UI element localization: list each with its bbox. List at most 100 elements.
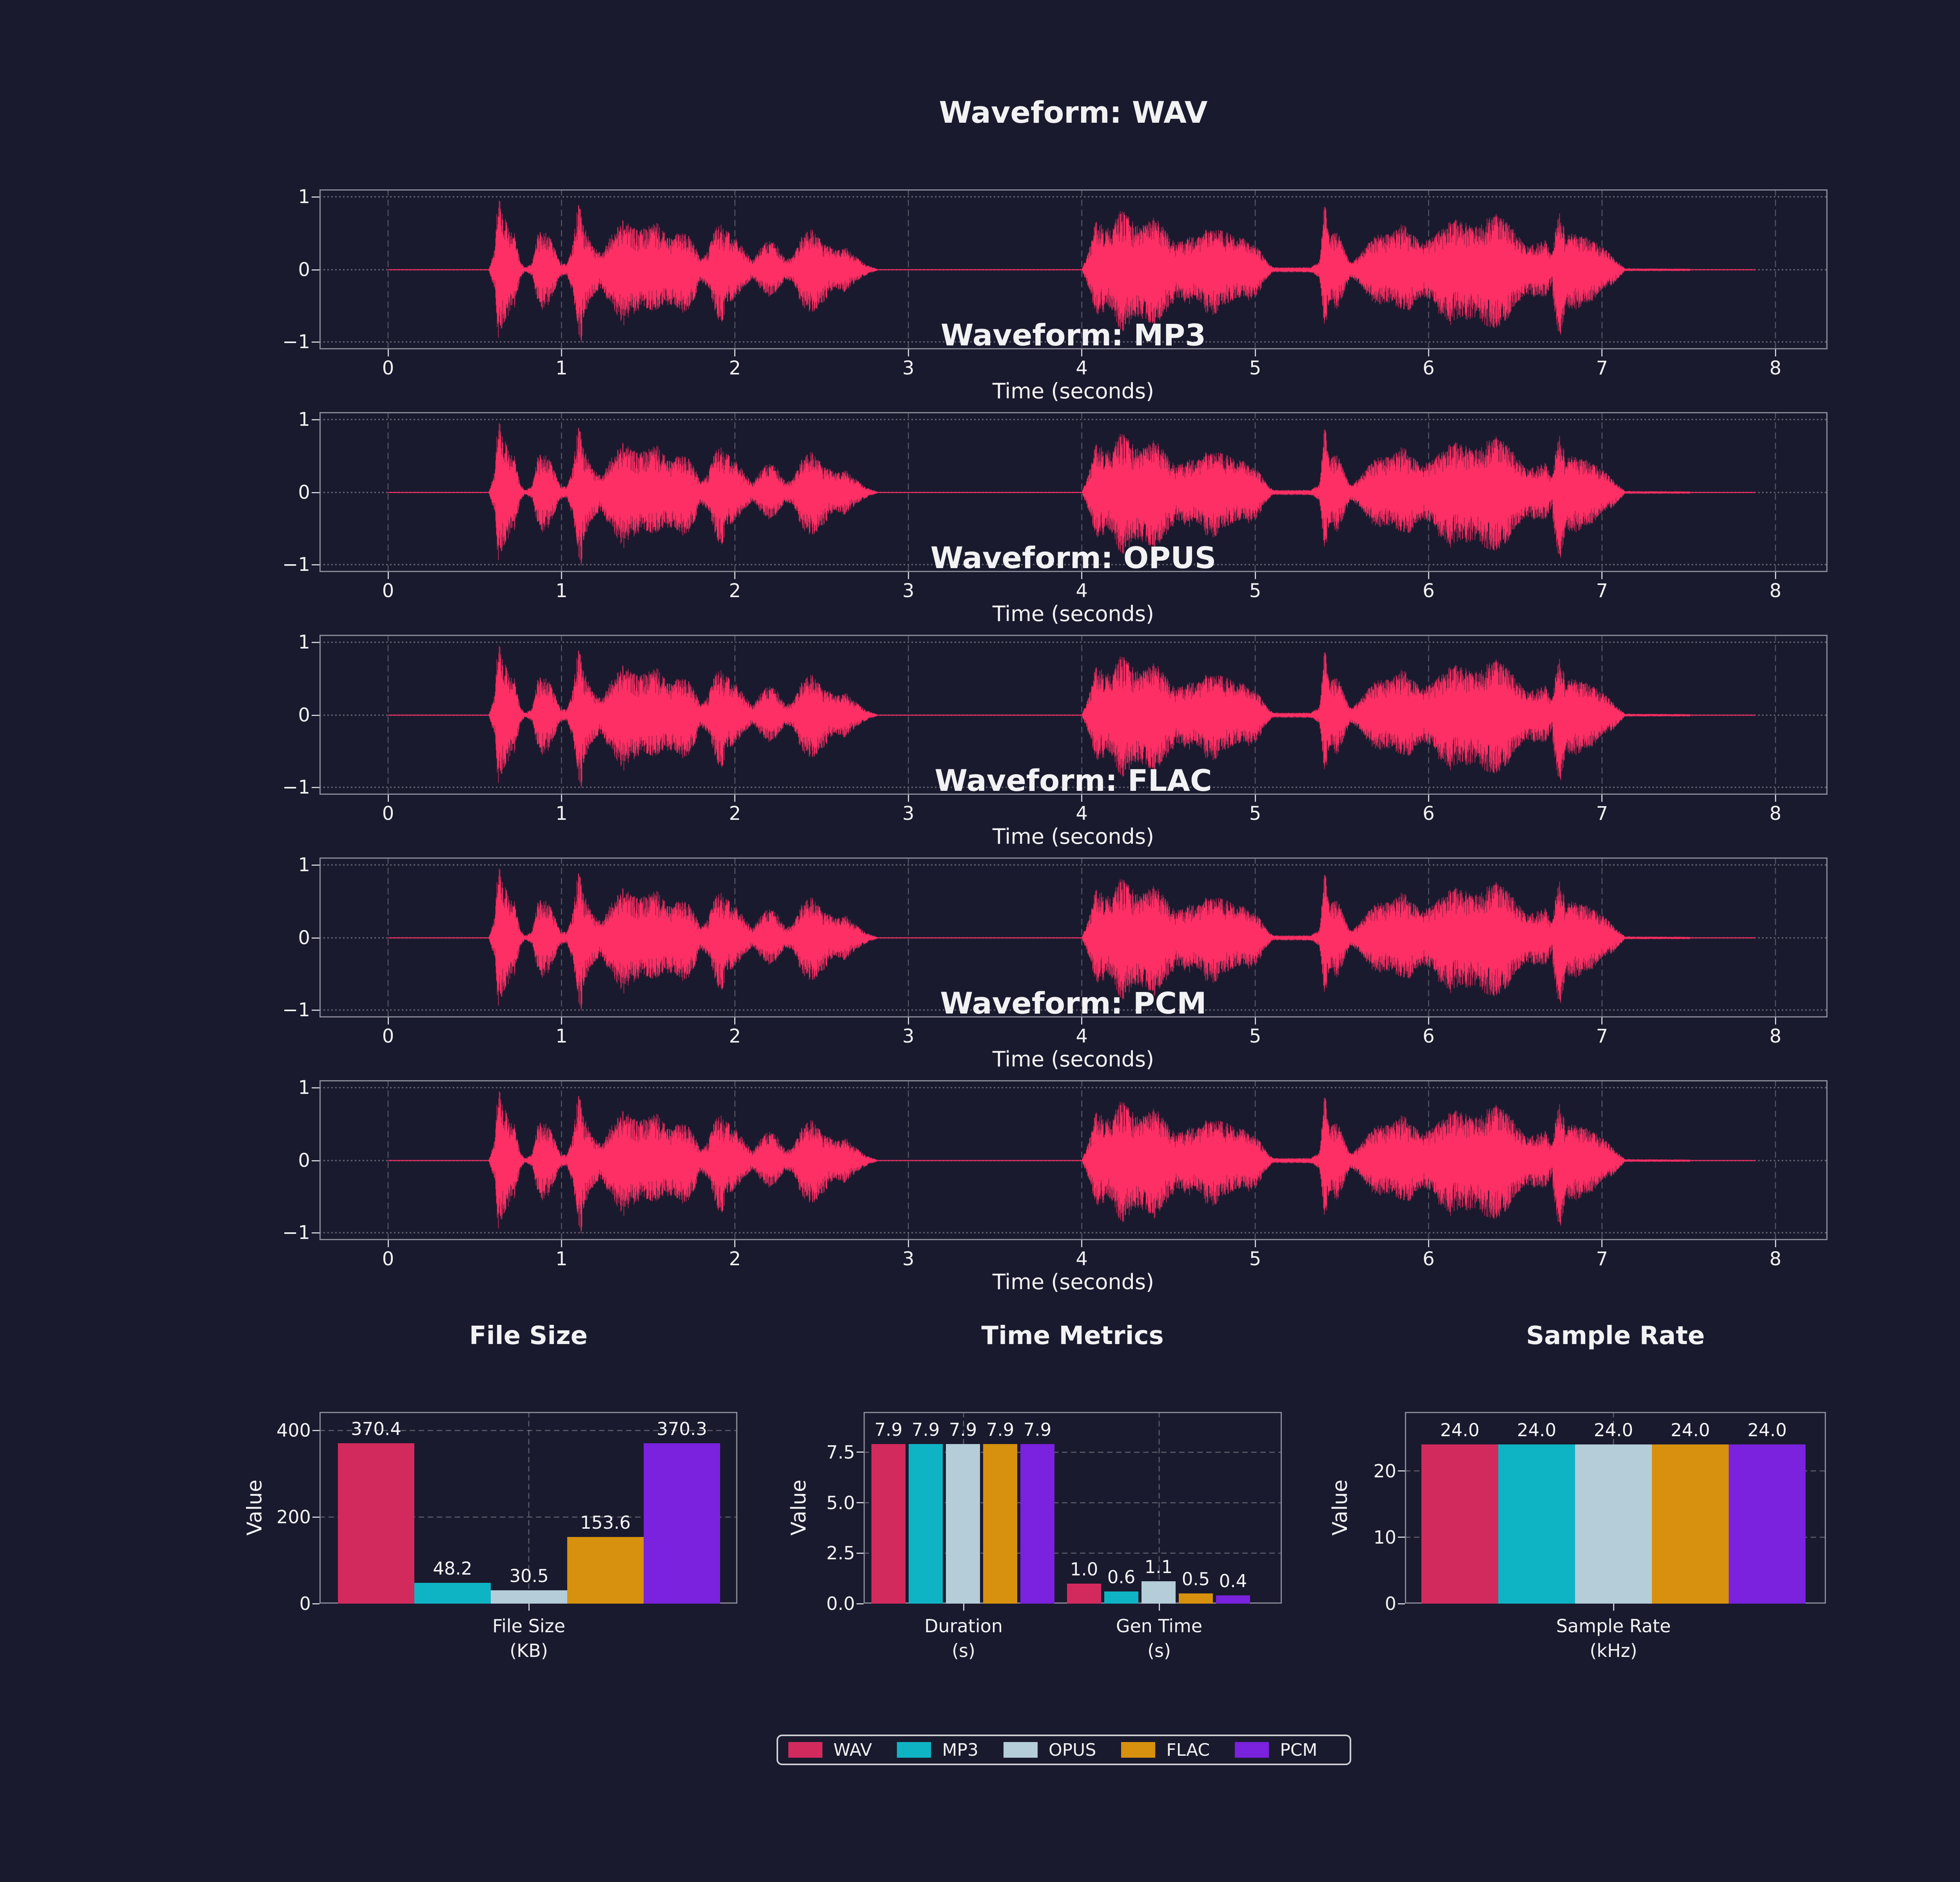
x-tick-label: 0 — [382, 580, 394, 602]
x-tick-label: 6 — [1423, 1248, 1435, 1270]
x-tick-label: 8 — [1769, 1025, 1782, 1047]
x-tick-label: 1 — [555, 580, 568, 602]
x-tick-mark — [387, 1240, 389, 1247]
x-axis-label: Time (seconds) — [992, 1270, 1154, 1294]
y-tick-label: −1 — [282, 776, 310, 798]
x-tick-label: 0 — [382, 803, 394, 825]
x-tick-mark — [1775, 572, 1776, 579]
x-tick-label: Gen Time — [1116, 1615, 1203, 1637]
x-tick-label: 4 — [1076, 357, 1088, 379]
y-tick-label: −1 — [282, 554, 310, 576]
y-tick-mark — [1398, 1603, 1405, 1604]
x-tick-mark — [1428, 572, 1429, 579]
x-tick-mark — [907, 572, 909, 579]
x-tick-mark — [1081, 1240, 1083, 1247]
x-tick-mark — [1254, 349, 1256, 356]
y-axis-label: Value — [243, 1479, 267, 1536]
x-tick-mark — [1254, 1017, 1256, 1025]
x-tick-mark — [907, 1240, 909, 1247]
bar-value-label: 7.9 — [911, 1419, 940, 1441]
y-tick-label: 20 — [1373, 1460, 1396, 1482]
y-tick-label: 1 — [298, 1077, 310, 1099]
y-tick-mark — [312, 787, 319, 788]
x-tick-label: 7 — [1596, 1025, 1608, 1047]
x-tick-label: 3 — [902, 803, 915, 825]
legend-label: OPUS — [1048, 1740, 1096, 1760]
waveform-title-wav: Waveform: WAV — [939, 95, 1208, 130]
x-axis-label: Time (seconds) — [992, 601, 1154, 626]
x-tick-mark — [1775, 1240, 1776, 1247]
bar-value-label: 7.9 — [986, 1419, 1014, 1441]
y-tick-mark — [312, 564, 319, 565]
y-tick-label: 10 — [1373, 1526, 1396, 1548]
y-tick-label: 2.5 — [826, 1542, 855, 1564]
mp3-color-swatch — [897, 1742, 931, 1758]
x-tick-mark — [561, 349, 562, 356]
x-tick-mark — [1428, 795, 1429, 802]
y-tick-label: 200 — [276, 1506, 311, 1528]
x-tick-mark — [1081, 795, 1083, 802]
x-tick-label: 2 — [729, 1248, 741, 1270]
y-tick-mark — [857, 1552, 864, 1554]
y-tick-mark — [312, 937, 319, 939]
bar-value-label: 48.2 — [433, 1558, 472, 1579]
bar-wav — [1067, 1583, 1101, 1604]
bar-value-label: 1.1 — [1144, 1557, 1173, 1578]
x-tick-mark — [1254, 795, 1256, 802]
y-tick-mark — [312, 341, 319, 343]
opus-color-swatch — [1003, 1742, 1038, 1758]
x-tick-label: 5 — [1249, 803, 1261, 825]
legend-label: WAV — [833, 1740, 872, 1760]
y-tick-mark — [857, 1451, 864, 1453]
y-tick-label: 0 — [298, 1150, 310, 1172]
waveform-title-flac: Waveform: FLAC — [935, 763, 1212, 798]
bar-value-label: 7.9 — [874, 1419, 903, 1441]
bar-opus — [1142, 1581, 1176, 1604]
x-tick-label: 4 — [1076, 1248, 1088, 1270]
x-tick-mark — [963, 1604, 964, 1611]
x-tick-mark — [1158, 1604, 1160, 1611]
legend-item-mp3: MP3 — [897, 1740, 978, 1760]
y-tick-label: 0 — [298, 259, 310, 281]
x-tick-label: 6 — [1423, 803, 1435, 825]
y-tick-label: 1 — [298, 854, 310, 876]
bar-flac — [567, 1537, 644, 1604]
waveform-title-pcm: Waveform: PCM — [940, 986, 1207, 1021]
y-tick-label: −1 — [282, 999, 310, 1021]
y-tick-mark — [312, 1009, 319, 1011]
x-tick-label: 3 — [902, 1248, 915, 1270]
x-tick-label: 3 — [902, 357, 915, 379]
x-tick-label: Sample Rate — [1556, 1615, 1671, 1637]
x-tick-mark — [528, 1604, 530, 1611]
bar-value-label: 153.6 — [580, 1512, 631, 1533]
x-axis-label: Time (seconds) — [992, 1047, 1154, 1072]
bar-value-label: 0.5 — [1181, 1569, 1210, 1590]
waveform-title-mp3: Waveform: MP3 — [940, 318, 1206, 352]
bar-value-label: 30.5 — [509, 1566, 549, 1587]
y-tick-label: 0 — [298, 927, 310, 949]
x-tick-label: 7 — [1596, 803, 1608, 825]
wav-color-swatch — [788, 1742, 822, 1758]
x-tick-mark — [1081, 572, 1083, 579]
x-tick-mark — [734, 349, 736, 356]
bar-mp3 — [1498, 1444, 1575, 1604]
bar-pcm — [644, 1443, 720, 1604]
x-tick-label: 3 — [902, 580, 915, 602]
bar-opus — [946, 1444, 980, 1604]
x-tick-label: 5 — [1249, 1025, 1261, 1047]
y-tick-label: 1 — [298, 409, 310, 431]
x-tick-mark — [1081, 349, 1083, 356]
y-tick-label: 0 — [298, 704, 310, 726]
x-tick-label: 8 — [1769, 803, 1782, 825]
x-tick-mark — [734, 1017, 736, 1025]
bar-mp3 — [414, 1582, 491, 1604]
x-tick-label: (s) — [1147, 1640, 1171, 1661]
x-tick-label: 0 — [382, 1025, 394, 1047]
x-tick-mark — [1081, 1017, 1083, 1025]
x-tick-mark — [1775, 795, 1776, 802]
x-tick-mark — [387, 349, 389, 356]
bar-flac — [983, 1444, 1017, 1604]
bar-pcm — [1216, 1595, 1250, 1604]
x-tick-label: 0 — [382, 357, 394, 379]
